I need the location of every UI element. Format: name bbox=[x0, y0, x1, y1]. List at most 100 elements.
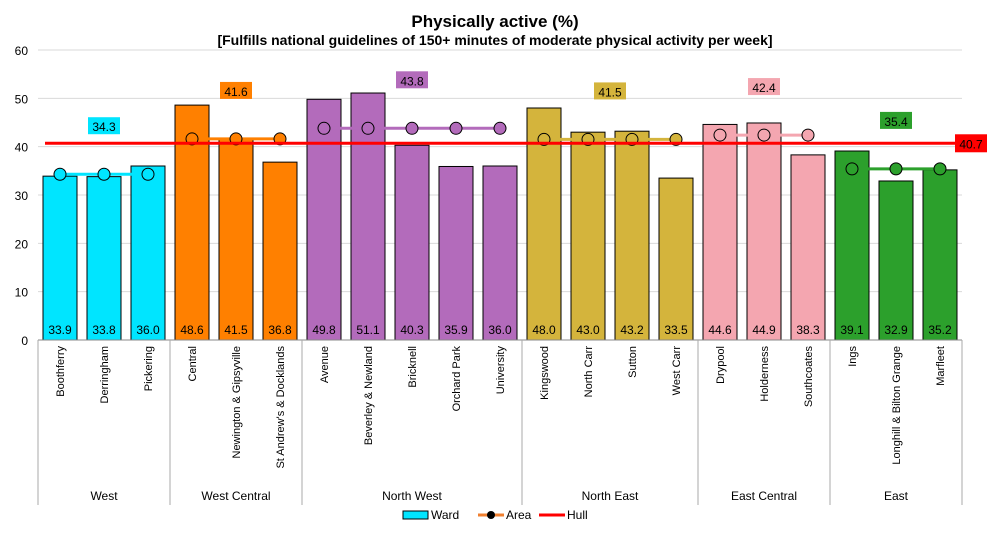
bar-value-label: 33.9 bbox=[48, 323, 72, 337]
bar-value-label: 33.5 bbox=[664, 323, 688, 337]
x-tick-label: Kingswood bbox=[539, 346, 551, 400]
group-label: East Central bbox=[731, 489, 797, 503]
legend-ward-swatch bbox=[402, 510, 429, 520]
area-marker bbox=[713, 128, 727, 142]
x-tick-label: West Carr bbox=[671, 346, 683, 396]
area-marker bbox=[845, 162, 859, 176]
bar bbox=[482, 165, 518, 341]
bar bbox=[218, 138, 254, 341]
x-tick-label: Bricknell bbox=[407, 346, 419, 388]
x-tick-label: North Carr bbox=[583, 346, 595, 398]
y-tick-label: 20 bbox=[15, 237, 29, 251]
group-label: North East bbox=[582, 489, 639, 503]
bar-value-label: 44.9 bbox=[752, 323, 776, 337]
bar-value-label: 36.8 bbox=[268, 323, 292, 337]
area-label-box bbox=[396, 71, 428, 89]
bar bbox=[702, 123, 738, 341]
hull-value-label: 40.7 bbox=[959, 137, 983, 151]
area-value-label: 34.3 bbox=[92, 120, 116, 134]
group-label: West bbox=[90, 489, 118, 503]
x-tick-label: Pickering bbox=[143, 346, 155, 391]
bar bbox=[614, 130, 650, 341]
y-tick-label: 60 bbox=[15, 44, 29, 58]
area-marker bbox=[53, 167, 67, 181]
area-marker bbox=[405, 121, 419, 135]
bar-value-label: 43.2 bbox=[620, 323, 644, 337]
x-tick-label: Avenue bbox=[319, 346, 331, 383]
bar-value-label: 36.0 bbox=[488, 323, 512, 337]
bar bbox=[42, 175, 78, 341]
x-tick-label: Boothferry bbox=[55, 346, 67, 397]
y-tick-label: 50 bbox=[15, 92, 29, 106]
group-label: East bbox=[884, 489, 909, 503]
bar-value-label: 48.0 bbox=[532, 323, 556, 337]
x-tick-label: Southcoates bbox=[803, 346, 815, 408]
area-marker bbox=[361, 121, 375, 135]
chart-title: Physically active (%) bbox=[411, 12, 578, 31]
bar-value-label: 43.0 bbox=[576, 323, 600, 337]
area-value-label: 42.4 bbox=[752, 81, 776, 95]
y-tick-label: 10 bbox=[15, 286, 29, 300]
area-label-box bbox=[594, 82, 626, 100]
area-marker bbox=[757, 128, 771, 142]
area-marker bbox=[141, 167, 155, 181]
area-marker bbox=[889, 162, 903, 176]
area-label-box bbox=[88, 117, 120, 135]
bar-value-label: 35.2 bbox=[928, 323, 952, 337]
area-marker bbox=[493, 121, 507, 135]
bar-value-label: 44.6 bbox=[708, 323, 732, 337]
bar-value-label: 48.6 bbox=[180, 323, 204, 337]
area-marker bbox=[317, 121, 331, 135]
area-label-box bbox=[748, 78, 780, 96]
bar bbox=[526, 107, 562, 341]
legend-hull-label: Hull bbox=[567, 508, 588, 522]
chart-subtitle: [Fulfills national guidelines of 150+ mi… bbox=[217, 32, 772, 48]
x-tick-label: Central bbox=[187, 346, 199, 381]
hull-label-box bbox=[955, 134, 987, 153]
bar-value-label: 32.9 bbox=[884, 323, 908, 337]
bar-value-label: 40.3 bbox=[400, 323, 424, 337]
bar-value-label: 41.5 bbox=[224, 323, 248, 337]
bar bbox=[658, 177, 694, 341]
area-label-box bbox=[220, 81, 252, 99]
bar bbox=[438, 165, 474, 341]
bar-value-label: 35.9 bbox=[444, 323, 468, 337]
x-tick-label: Ings bbox=[847, 346, 859, 367]
bar bbox=[86, 176, 122, 341]
bar bbox=[790, 154, 826, 341]
area-label-box bbox=[880, 111, 912, 129]
x-tick-label: Longhill & Bilton Grange bbox=[891, 346, 903, 465]
area-value-label: 41.6 bbox=[224, 85, 248, 99]
area-value-label: 43.8 bbox=[400, 74, 424, 88]
bar bbox=[834, 150, 870, 341]
y-tick-label: 30 bbox=[15, 189, 29, 203]
bar-value-label: 38.3 bbox=[796, 323, 820, 337]
area-value-label: 41.5 bbox=[598, 85, 622, 99]
area-marker bbox=[97, 167, 111, 181]
group-label: North West bbox=[382, 489, 442, 503]
x-tick-label: University bbox=[495, 346, 507, 395]
bar-value-label: 36.0 bbox=[136, 323, 160, 337]
legend: Ward Area Hull bbox=[402, 508, 588, 522]
bar bbox=[306, 98, 342, 341]
x-tick-label: Orchard Park bbox=[451, 346, 463, 412]
area-marker bbox=[933, 162, 947, 176]
x-tick-label: Marfleet bbox=[935, 346, 947, 386]
x-tick-label: Beverley & Newland bbox=[363, 346, 375, 445]
area-marker bbox=[449, 121, 463, 135]
bar bbox=[262, 161, 298, 341]
x-tick-label: Sutton bbox=[627, 346, 639, 378]
area-value-label: 35.4 bbox=[884, 115, 908, 129]
x-tick-label: St Andrew's & Docklands bbox=[275, 346, 287, 469]
x-tick-label: Newington & Gipsyville bbox=[231, 346, 243, 459]
bar bbox=[746, 122, 782, 341]
bar-value-label: 33.8 bbox=[92, 323, 116, 337]
y-tick-label: 40 bbox=[15, 141, 29, 155]
x-tick-label: Derringham bbox=[99, 346, 111, 403]
group-label: West Central bbox=[201, 489, 270, 503]
bar bbox=[878, 180, 914, 341]
legend-area-marker bbox=[487, 511, 495, 519]
x-tick-label: Drypool bbox=[715, 346, 727, 384]
area-marker bbox=[801, 128, 815, 142]
